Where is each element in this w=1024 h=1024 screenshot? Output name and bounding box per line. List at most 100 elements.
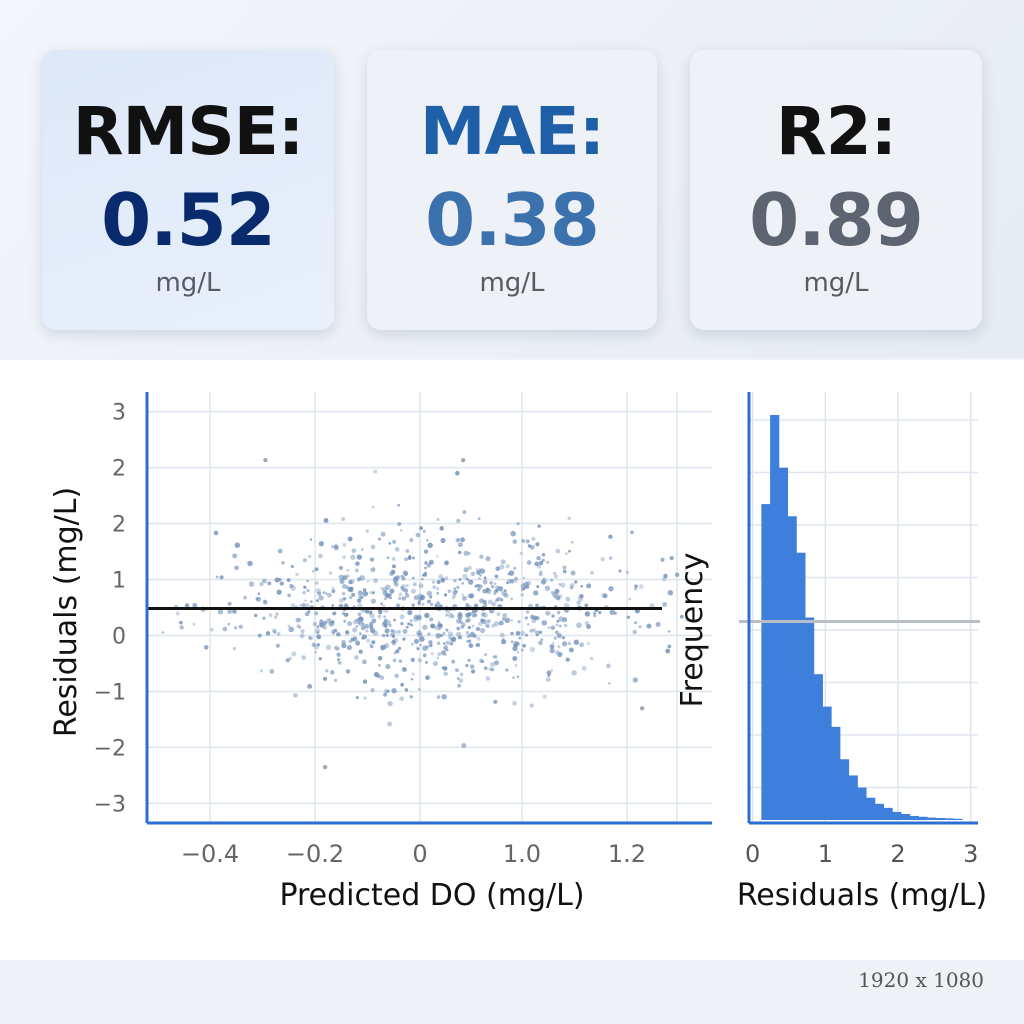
scatter-point: [541, 558, 545, 563]
scatter-point: [373, 671, 379, 677]
scatter-point: [531, 536, 536, 542]
scatter-point: [357, 590, 363, 596]
scatter-point: [286, 578, 291, 582]
scatter-point: [295, 572, 299, 577]
scatter-x-tick-label: 1.2: [608, 840, 646, 868]
scatter-point: [462, 596, 467, 601]
scatter-point: [448, 635, 452, 640]
scatter-point: [436, 695, 441, 699]
scatter-point: [299, 604, 302, 607]
scatter-point: [384, 592, 391, 599]
scatter-x-tick-label: −0.4: [181, 840, 239, 868]
scatter-point: [392, 629, 397, 635]
scatter-point: [669, 555, 674, 561]
scatter-point: [571, 541, 574, 544]
scatter-point: [379, 675, 385, 681]
scatter-point: [536, 555, 541, 561]
scatter-point: [626, 615, 631, 619]
scatter-point: [362, 588, 367, 592]
scatter-point: [426, 590, 433, 597]
histogram-bar: [787, 516, 797, 820]
scatter-point: [409, 619, 413, 623]
scatter-point: [366, 638, 371, 643]
scatter-point: [472, 634, 477, 639]
scatter-point: [366, 580, 370, 583]
scatter-point: [468, 579, 474, 585]
scatter-point: [568, 549, 571, 553]
scatter-point: [477, 517, 481, 521]
scatter-point: [471, 669, 476, 674]
scatter-point: [479, 627, 486, 634]
scatter-point: [463, 550, 469, 556]
scatter-point: [393, 618, 396, 622]
scatter-x-tick-label: 0: [412, 840, 427, 868]
scatter-point: [465, 630, 469, 635]
scatter-point: [485, 556, 491, 562]
scatter-point: [496, 612, 501, 617]
scatter-point: [522, 587, 526, 590]
scatter-point: [323, 518, 329, 524]
scatter-point: [421, 573, 425, 577]
histogram-bar: [953, 818, 963, 820]
scatter-point: [371, 505, 375, 509]
scatter-point: [434, 603, 439, 608]
scatter-point: [476, 570, 481, 575]
scatter-point: [436, 656, 440, 660]
scatter-point: [238, 624, 243, 629]
scatter-point: [466, 640, 469, 643]
scatter-point: [290, 603, 296, 609]
scatter-x-axis-label: Predicted DO (mg/L): [279, 878, 584, 913]
scatter-point: [349, 579, 355, 585]
histogram-x-tick-label: 1: [818, 840, 833, 868]
scatter-point: [544, 585, 551, 592]
scatter-point: [456, 537, 460, 542]
scatter-point: [299, 618, 302, 621]
scatter-point: [341, 612, 345, 616]
scatter-point: [609, 609, 615, 615]
scatter-point: [371, 640, 376, 645]
scatter-point: [407, 610, 413, 616]
scatter-point: [679, 614, 684, 619]
scatter-point: [510, 597, 514, 601]
scatter-point: [431, 580, 435, 584]
scatter-point: [371, 591, 375, 595]
scatter-point: [369, 621, 374, 626]
scatter-point: [351, 592, 356, 597]
histogram-y-axis-label: Frequency: [675, 553, 710, 708]
scatter-point: [184, 603, 190, 608]
scatter-point: [529, 703, 534, 708]
scatter-point: [412, 582, 417, 587]
scatter-point: [522, 576, 526, 580]
scatter-point: [411, 603, 415, 607]
scatter-point: [337, 661, 342, 665]
scatter-point: [417, 658, 423, 663]
scatter-point: [392, 564, 396, 569]
scatter-point: [342, 555, 346, 560]
scatter-point: [436, 601, 440, 605]
scatter-point: [553, 636, 557, 640]
scatter-point: [405, 584, 409, 588]
scatter-point: [276, 632, 281, 636]
scatter-point: [192, 622, 196, 626]
scatter-point: [404, 557, 409, 562]
scatter-point: [411, 642, 414, 646]
histogram-x-ticks: 0 1 2 3: [745, 840, 978, 868]
scatter-point: [471, 624, 475, 628]
scatter-point: [442, 642, 446, 645]
scatter-point: [373, 469, 378, 474]
scatter-point: [365, 529, 369, 533]
scatter-point: [589, 656, 594, 661]
mae-label: MAE:: [419, 93, 605, 170]
histogram-bar: [857, 787, 867, 820]
scatter-point: [493, 582, 497, 586]
scatter-point: [443, 593, 448, 597]
scatter-point: [489, 662, 496, 668]
histogram-bar: [883, 807, 893, 820]
scatter-point: [478, 584, 483, 589]
scatter-point: [383, 692, 388, 697]
scatter-point: [347, 620, 353, 627]
scatter-point: [477, 588, 481, 592]
scatter-point: [387, 721, 393, 727]
scatter-point: [428, 559, 434, 565]
scatter-point: [291, 651, 297, 657]
